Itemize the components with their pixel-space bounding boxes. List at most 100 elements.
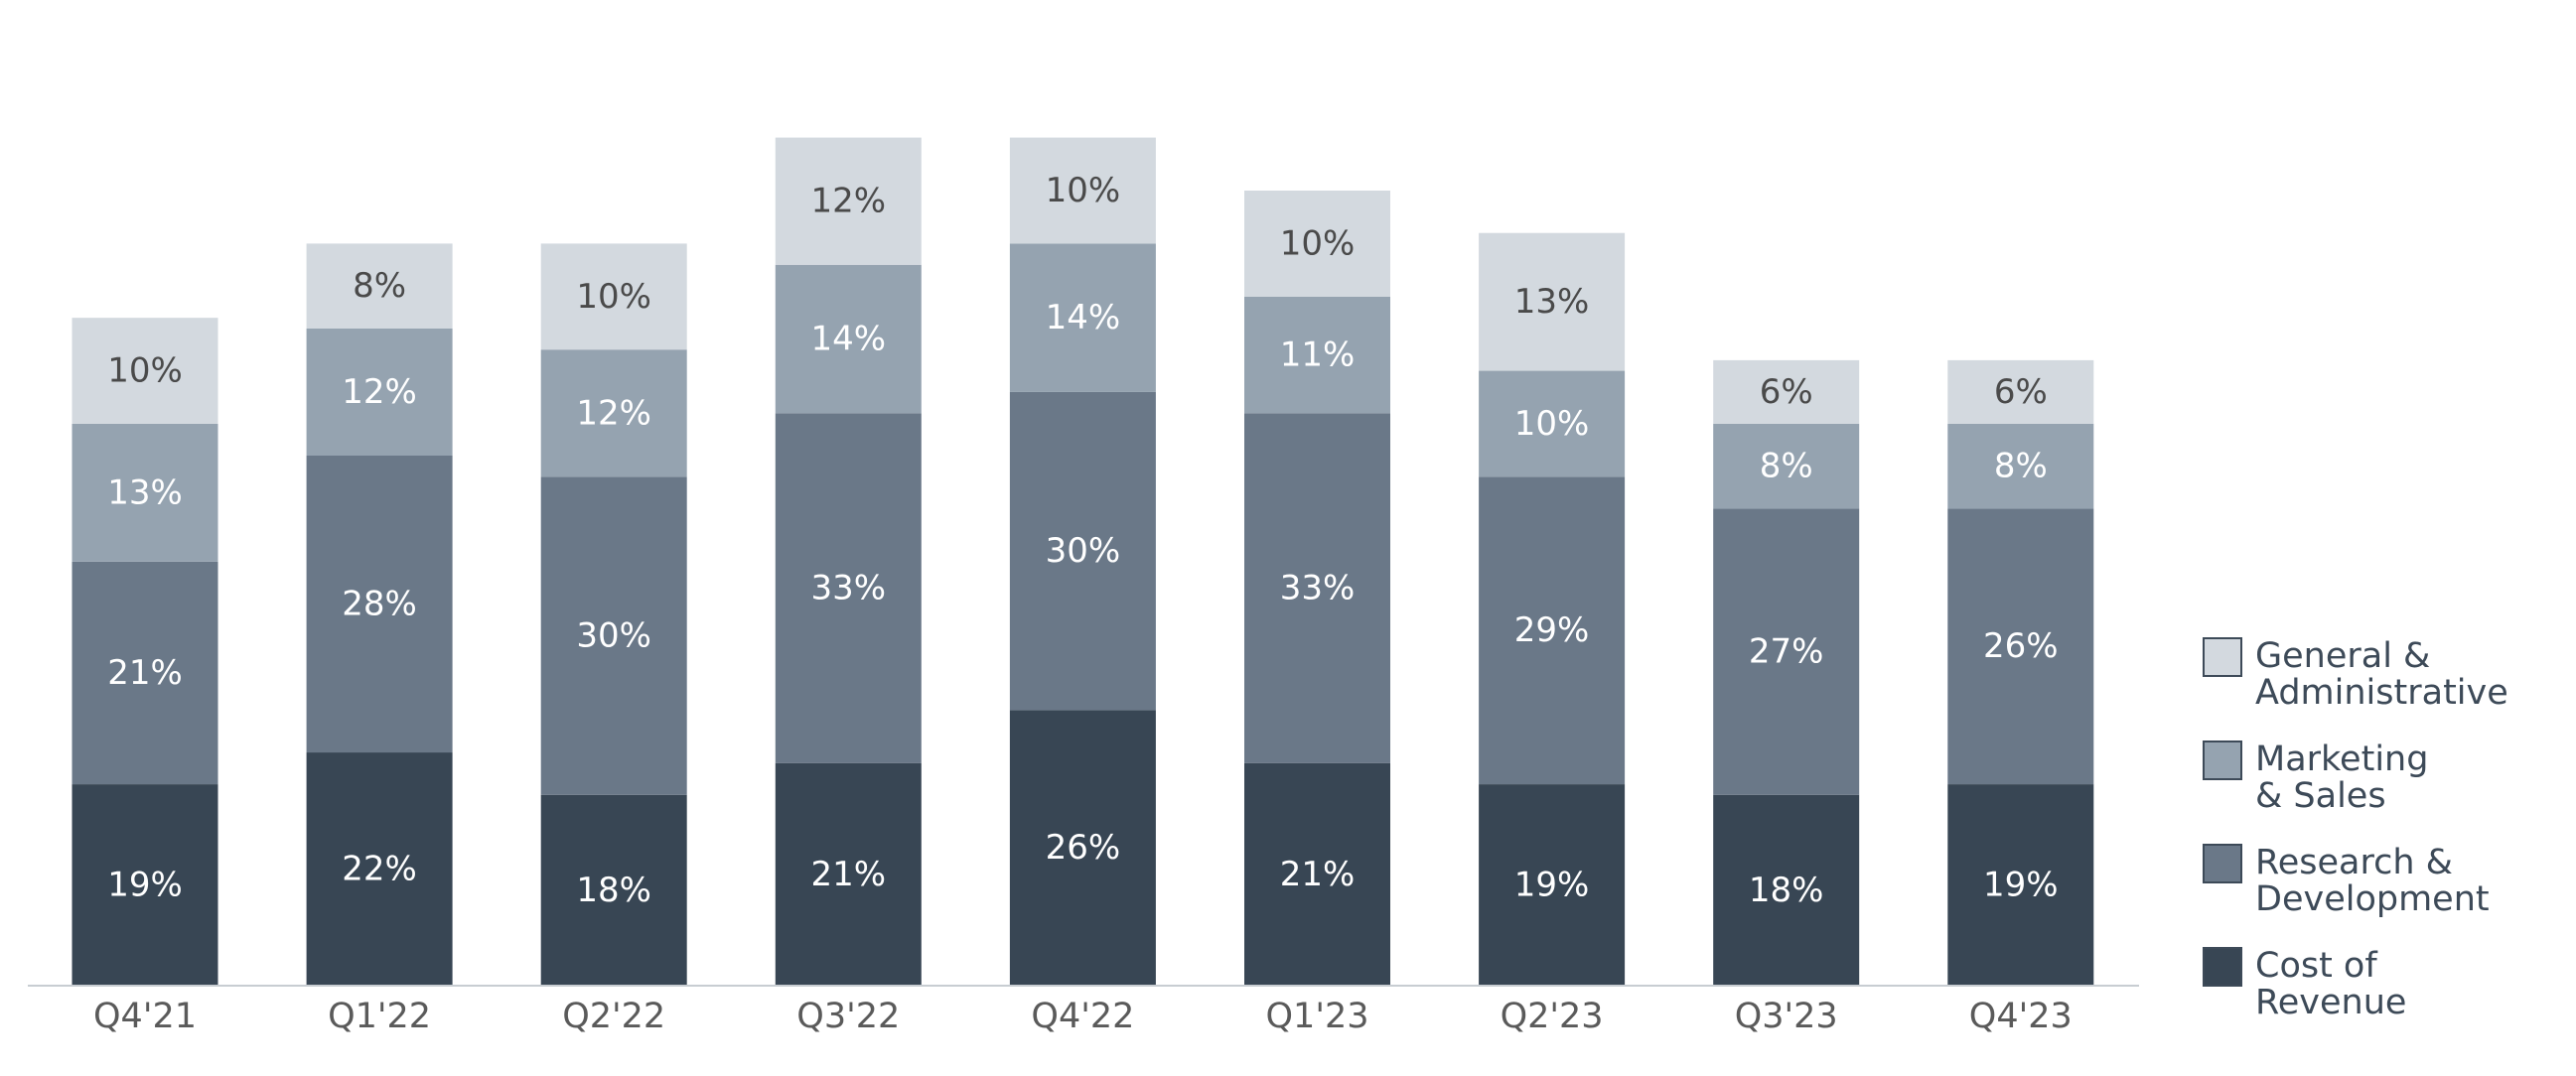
data-label: 19% [107, 866, 183, 905]
bar-segment-cost-of-revenue [775, 762, 922, 986]
bar-segment-marketing-sales [1009, 243, 1156, 392]
bar-q4-21: 19% 21% 13% 10% [72, 318, 218, 986]
bar-segment-general-administrative [1479, 232, 1626, 371]
bar-segment-general-administrative [540, 243, 687, 350]
x-tick-label: Q1'22 [328, 997, 431, 1036]
legend-label-line1: Research & [2255, 843, 2453, 882]
bar-segment-marketing-sales [540, 349, 687, 477]
legend-label-line2: Revenue [2255, 983, 2406, 1022]
data-label: 22% [342, 850, 417, 889]
data-label: 6% [1994, 372, 2048, 412]
data-label: 12% [342, 372, 417, 412]
data-label: 19% [1983, 866, 2059, 905]
bar-segment-general-administrative [1713, 359, 1860, 424]
bar-q1-23: 21% 33% 11% 10% [1244, 191, 1390, 986]
legend-swatch [2203, 637, 2242, 677]
legend: General &Administrative Marketing& Sales R… [2203, 636, 2508, 1022]
bar-segment-research-development [72, 561, 218, 785]
data-label: 29% [1514, 610, 1590, 650]
legend-item-general-administrative: General &Administrative [2203, 636, 2508, 713]
bar-segment-research-development [540, 476, 687, 795]
data-label: 18% [576, 871, 651, 910]
x-tick-label: Q1'23 [1266, 997, 1369, 1036]
bars-group: 19% 21% 13% 10% 22% 28% 12% 8% 18% 30% 12% 10% 21% 33… [72, 137, 2094, 986]
data-label: 11% [1280, 336, 1356, 375]
x-tick-label: Q2'22 [562, 997, 665, 1036]
bar-segment-general-administrative [775, 137, 922, 265]
data-label: 33% [1280, 569, 1356, 608]
bar-q3-22: 21% 33% 14% 12% [775, 137, 922, 986]
bar-segment-marketing-sales [306, 328, 453, 456]
data-label: 26% [1983, 626, 2059, 666]
bar-segment-cost-of-revenue [72, 784, 218, 986]
data-label: 28% [342, 585, 417, 624]
x-tick-label: Q2'23 [1501, 997, 1604, 1036]
data-label: 27% [1749, 632, 1824, 672]
bar-segment-general-administrative [306, 243, 453, 329]
bar-segment-marketing-sales [1244, 296, 1390, 414]
data-label: 18% [1749, 871, 1824, 910]
bar-segment-cost-of-revenue [1947, 784, 2094, 986]
x-tick-label: Q4'23 [1969, 997, 2073, 1036]
data-label: 10% [1046, 171, 1121, 210]
legend-label-line2: Administrative [2255, 673, 2508, 713]
bar-q1-22: 22% 28% 12% 8% [306, 243, 453, 986]
data-label: 33% [811, 569, 887, 608]
data-label: 10% [107, 351, 183, 391]
x-tick-label: Q3'22 [796, 997, 900, 1036]
bar-segment-cost-of-revenue [1713, 794, 1860, 986]
bar-segment-marketing-sales [1479, 370, 1626, 477]
bar-segment-research-development [1947, 508, 2094, 785]
bar-q3-23: 18% 27% 8% 6% [1713, 359, 1860, 986]
legend-label-line1: Cost of [2255, 946, 2377, 986]
legend-label-line1: Marketing [2255, 740, 2428, 779]
bar-segment-cost-of-revenue [1009, 710, 1156, 986]
legend-swatch [2203, 844, 2242, 883]
legend-label-line2: & Sales [2255, 776, 2386, 816]
data-label: 30% [576, 616, 651, 656]
bar-segment-marketing-sales [72, 423, 218, 562]
data-label: 8% [1760, 447, 1813, 486]
data-label: 12% [811, 182, 887, 221]
legend-label-line2: Development [2255, 879, 2490, 919]
data-label: 21% [811, 855, 887, 894]
bar-segment-research-development [1713, 508, 1860, 795]
bar-segment-general-administrative [1009, 137, 1156, 244]
data-label: 10% [1280, 223, 1356, 263]
legend-label-line1: General & [2255, 636, 2430, 676]
bar-segment-marketing-sales [1947, 423, 2094, 509]
bar-segment-general-administrative [1947, 359, 2094, 424]
x-tick-label: Q4'22 [1031, 997, 1134, 1036]
data-label: 14% [1046, 298, 1121, 337]
data-label: 19% [1514, 866, 1590, 905]
bar-q4-22: 26% 30% 14% 10% [1009, 137, 1156, 986]
bar-segment-research-development [1244, 413, 1390, 763]
bar-segment-research-development [1009, 391, 1156, 711]
bar-segment-research-development [775, 413, 922, 763]
bar-segment-research-development [306, 456, 453, 753]
bar-q4-23: 19% 26% 8% 6% [1947, 359, 2094, 986]
bar-segment-cost-of-revenue [1244, 762, 1390, 986]
bar-segment-cost-of-revenue [540, 794, 687, 986]
data-label: 8% [1994, 447, 2048, 486]
bar-segment-cost-of-revenue [1479, 784, 1626, 986]
bar-segment-marketing-sales [775, 264, 922, 414]
data-label: 13% [107, 472, 183, 512]
data-label: 21% [1280, 855, 1356, 894]
data-label: 21% [107, 653, 183, 693]
x-tick-label: Q4'21 [93, 997, 197, 1036]
data-label: 8% [353, 266, 406, 306]
legend-swatch [2203, 947, 2242, 987]
data-label: 30% [1046, 531, 1121, 571]
bar-q2-23: 19% 29% 10% 13% [1479, 232, 1626, 986]
bar-segment-research-development [1479, 476, 1626, 785]
data-label: 10% [1514, 404, 1590, 444]
bar-segment-general-administrative [72, 318, 218, 424]
legend-swatch [2203, 740, 2242, 780]
data-label: 12% [576, 393, 651, 433]
legend-item-marketing-sales: Marketing& Sales [2203, 740, 2428, 816]
legend-item-research-development: Research &Development [2203, 843, 2490, 919]
bar-q2-22: 18% 30% 12% 10% [540, 243, 687, 986]
data-label: 14% [811, 320, 887, 359]
